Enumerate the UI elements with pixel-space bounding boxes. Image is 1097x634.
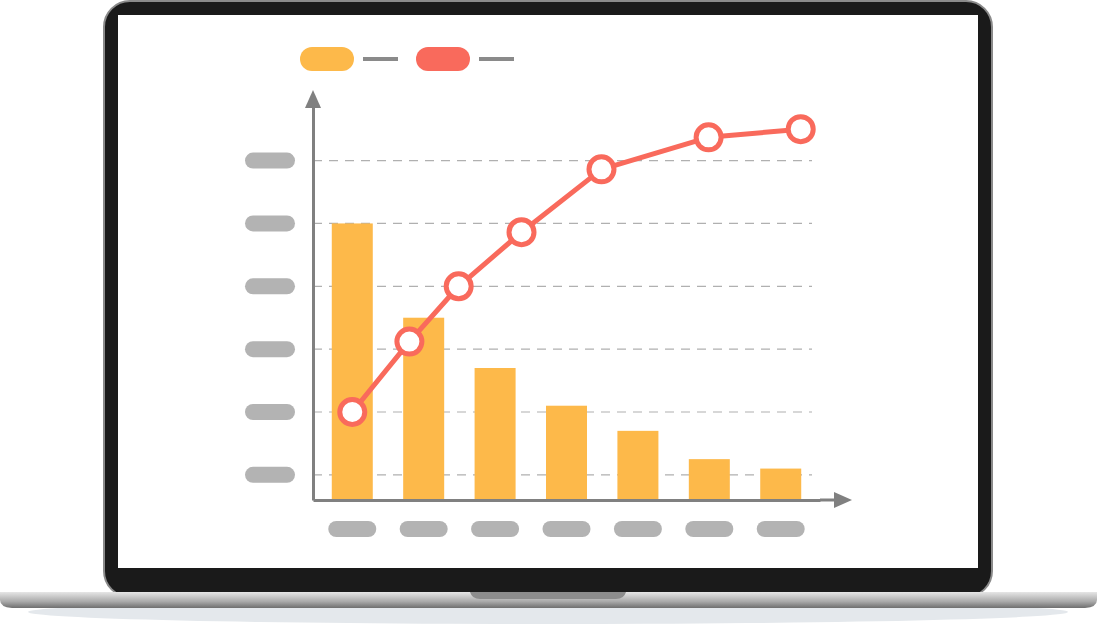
- axis-arrow: [834, 492, 852, 508]
- line: [352, 129, 800, 412]
- marker: [446, 274, 471, 299]
- plot: [332, 117, 813, 500]
- y-label-placeholder: [245, 278, 295, 294]
- x-label-placeholder: [471, 521, 519, 537]
- grid-line: [313, 160, 812, 161]
- y-label-placeholder: [245, 467, 295, 483]
- y-axis: [313, 105, 315, 501]
- marker: [589, 157, 614, 182]
- laptop-base: [0, 592, 1097, 608]
- legend-text-placeholder: [363, 57, 398, 61]
- legend-swatch: [416, 47, 470, 71]
- x-label-placeholder: [614, 521, 662, 537]
- legend-text-placeholder: [479, 57, 514, 61]
- bar: [332, 223, 373, 500]
- x-label-placeholder: [328, 521, 376, 537]
- y-label-placeholder: [245, 153, 295, 169]
- axis-line: [314, 499, 821, 502]
- y-label-placeholder: [245, 341, 295, 357]
- x-label-placeholder: [685, 521, 733, 537]
- legend: [300, 47, 514, 71]
- x-label-placeholder: [757, 521, 805, 537]
- axis-arrow: [305, 90, 321, 108]
- marker: [340, 400, 365, 425]
- label-placeholders: [245, 153, 805, 537]
- canvas: [0, 0, 1097, 634]
- bar: [546, 406, 587, 500]
- y-label-placeholder: [245, 215, 295, 231]
- axis-line: [312, 105, 315, 501]
- bar: [689, 459, 730, 500]
- bar: [475, 368, 516, 500]
- marker: [696, 125, 721, 150]
- marker: [509, 220, 534, 245]
- grid-line: [313, 349, 812, 350]
- x-label-placeholder: [400, 521, 448, 537]
- bar: [760, 469, 801, 500]
- x-axis: [314, 500, 821, 502]
- grid-line: [313, 223, 812, 224]
- x-label-placeholder: [543, 521, 591, 537]
- bar: [617, 431, 658, 500]
- grid-line: [313, 286, 812, 287]
- notch: [470, 592, 626, 599]
- bezel: [104, 1, 992, 597]
- marker: [788, 117, 813, 142]
- screen: [118, 15, 978, 568]
- marker: [397, 329, 422, 354]
- y-label-placeholder: [245, 404, 295, 420]
- legend-swatch: [300, 47, 354, 71]
